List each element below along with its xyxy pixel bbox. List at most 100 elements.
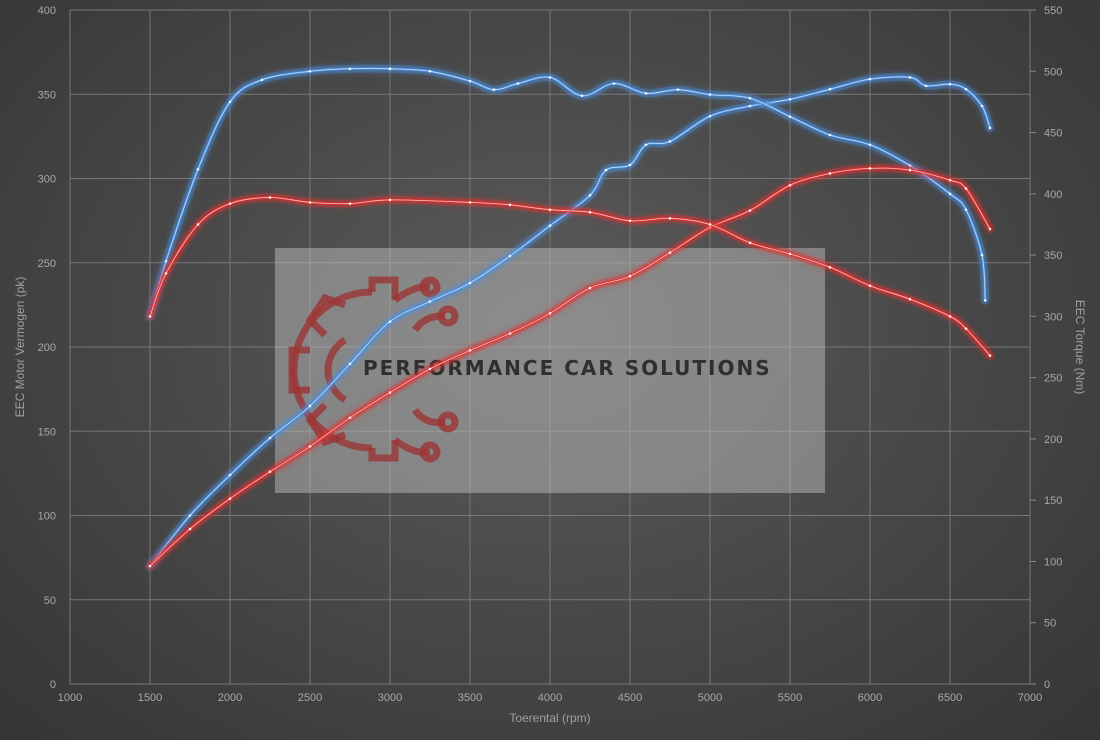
series-lines (146, 64, 994, 570)
data-point (828, 133, 832, 137)
series-line-3 (146, 164, 994, 570)
data-point (388, 320, 392, 324)
data-point (388, 391, 392, 394)
data-point (468, 281, 472, 285)
data-point (548, 312, 552, 315)
data-point (868, 167, 872, 170)
data-point (964, 187, 968, 190)
x-tick-label: 7000 (1018, 692, 1042, 704)
y2-tick-label: 550 (1044, 5, 1062, 17)
data-point (228, 202, 232, 205)
x-tick-label: 6000 (858, 692, 882, 704)
data-point (348, 202, 352, 205)
y-tick-label: 150 (38, 426, 56, 438)
data-point (788, 115, 792, 118)
axes: 1000 1500 2000 2500 3000 3500 4000 4500 5000 5500… (38, 5, 1063, 704)
grid-lines (69, 9, 1031, 685)
y-tick-label: 300 (38, 174, 56, 186)
data-point (508, 254, 512, 258)
data-point (748, 96, 752, 100)
watermark: PERFORMANCE CAR SOLUTIONS (275, 248, 825, 493)
data-point (948, 315, 952, 318)
x-tick-label: 5500 (778, 692, 802, 704)
data-point (164, 272, 168, 275)
data-point (492, 88, 496, 91)
data-point (428, 367, 432, 371)
x-tick-label: 6500 (938, 692, 962, 704)
data-point (748, 209, 752, 212)
data-point (348, 416, 352, 420)
y-tick-label: 100 (38, 511, 56, 523)
data-point (988, 126, 992, 130)
data-point (708, 223, 712, 226)
data-point (588, 210, 592, 214)
y2-tick-label: 250 (1044, 373, 1062, 385)
data-point (196, 168, 200, 171)
data-point (508, 203, 512, 207)
data-point (644, 143, 648, 147)
gear-logo-icon (288, 276, 459, 463)
data-point (228, 473, 232, 477)
data-point (748, 104, 752, 108)
data-point (388, 198, 392, 202)
data-point (548, 208, 552, 212)
data-point (148, 564, 152, 568)
data-point (468, 349, 472, 352)
y-tick-label: 50 (44, 595, 56, 607)
data-point (308, 69, 312, 73)
data-point (148, 315, 152, 318)
data-point (468, 79, 472, 83)
y2-tick-label: 50 (1044, 618, 1056, 630)
y-tick-label: 350 (38, 89, 56, 101)
y-tick-label: 0 (50, 679, 56, 691)
x-tick-label: 4000 (538, 692, 562, 704)
data-point (164, 259, 168, 263)
y2-tick-label: 200 (1044, 434, 1062, 446)
data-point (964, 208, 968, 212)
data-point (788, 252, 792, 256)
data-point (388, 67, 392, 71)
data-point (964, 87, 968, 91)
data-point (508, 332, 512, 335)
data-point (983, 299, 987, 302)
y2-axis-title: EEC Torque (Nm) (1073, 300, 1087, 394)
data-point (748, 241, 752, 245)
y2-tick-label: 150 (1044, 495, 1062, 507)
data-point (308, 201, 312, 204)
data-point (948, 82, 952, 86)
data-point (988, 354, 992, 357)
data-point (908, 168, 912, 172)
data-point (580, 94, 584, 98)
data-point (268, 436, 272, 440)
data-point (668, 251, 672, 254)
y-axis-title: EEC Motor Vermogen (pk) (13, 277, 27, 418)
data-point (676, 88, 680, 91)
data-point (548, 76, 552, 79)
x-tick-label: 2500 (298, 692, 322, 704)
data-point (828, 87, 832, 91)
x-tick-label: 2000 (218, 692, 242, 704)
data-point (628, 219, 632, 223)
x-tick-label: 3500 (458, 692, 482, 704)
series-line-1 (146, 72, 994, 570)
data-point (828, 172, 832, 175)
data-point (468, 201, 472, 204)
x-tick-label: 5000 (698, 692, 722, 704)
y-tick-label: 250 (38, 258, 56, 270)
data-point (924, 84, 928, 88)
data-point (348, 362, 352, 366)
series-line-4 (146, 193, 994, 360)
data-point (988, 227, 992, 231)
data-point (788, 183, 792, 187)
data-point (308, 445, 312, 448)
data-point (948, 178, 952, 182)
y2-tick-label: 0 (1044, 679, 1050, 691)
data-point (348, 67, 352, 71)
x-tick-label: 3000 (378, 692, 402, 704)
data-point (428, 300, 432, 303)
data-point (908, 76, 912, 79)
data-point (228, 100, 232, 104)
data-point (548, 224, 552, 227)
